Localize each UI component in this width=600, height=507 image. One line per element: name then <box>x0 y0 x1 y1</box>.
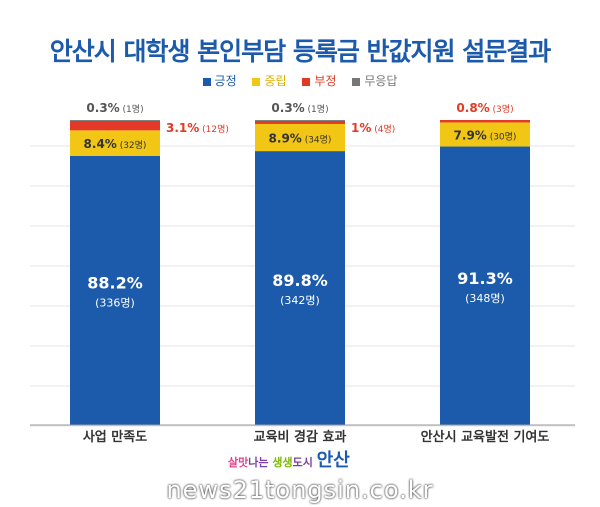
bar-segment-neutral <box>70 130 160 156</box>
category-label: 안산시 교육발전 기여도 <box>420 430 550 445</box>
bar-segment-neutral <box>440 122 530 147</box>
data-label-negative: 3.1% (12명) <box>166 121 229 135</box>
category-label: 교육비 경감 효과 <box>253 430 347 445</box>
data-label-positive: 88.2% <box>87 273 143 292</box>
data-label-positive-count: (336명) <box>95 296 135 309</box>
data-label-positive-count: (348명) <box>465 292 505 305</box>
bar-segment-negative <box>255 120 345 124</box>
data-label-no-response: 0.3% (1명) <box>86 101 143 115</box>
bar-segment-positive <box>255 151 345 426</box>
bar-segment-no-response <box>255 120 345 121</box>
bar-segment-positive <box>440 146 530 425</box>
bar-segment-negative <box>440 120 530 123</box>
legend: 긍정 중립 부정 무응답 <box>0 72 600 89</box>
legend-item-positive: 긍정 <box>202 72 237 89</box>
bar-segment-positive <box>70 155 160 426</box>
data-label-negative: 0.8% (3명) <box>456 101 513 115</box>
data-label-neutral: 8.4% (32명) <box>84 137 147 151</box>
data-label-no-response: 0.3% (1명) <box>271 101 328 115</box>
bar-segment-no-response <box>70 120 160 121</box>
legend-item-neutral: 중립 <box>252 72 287 89</box>
data-label-negative: 1% (4명) <box>351 121 395 135</box>
category-label: 사업 만족도 <box>82 430 148 445</box>
watermark: news21tongsin.co.kr <box>166 476 434 504</box>
data-label-positive-count: (342명) <box>280 294 320 307</box>
legend-item-no-response: 무응답 <box>352 72 397 89</box>
data-label-positive: 89.8% <box>272 271 328 290</box>
data-label-neutral: 8.9% (34명) <box>269 132 332 146</box>
legend-item-negative: 부정 <box>302 72 336 89</box>
chart-title: 안산시 대학생 본인부담 등록금 반값지원 설문결과 <box>49 37 552 66</box>
bar-segment-neutral <box>255 123 345 152</box>
data-label-positive: 91.3% <box>457 269 513 288</box>
ansan-logo: 살맛나는 생생도시 안산 <box>228 450 350 471</box>
data-label-neutral: 7.9% (30명) <box>454 128 517 142</box>
bar-segment-negative <box>70 120 160 131</box>
